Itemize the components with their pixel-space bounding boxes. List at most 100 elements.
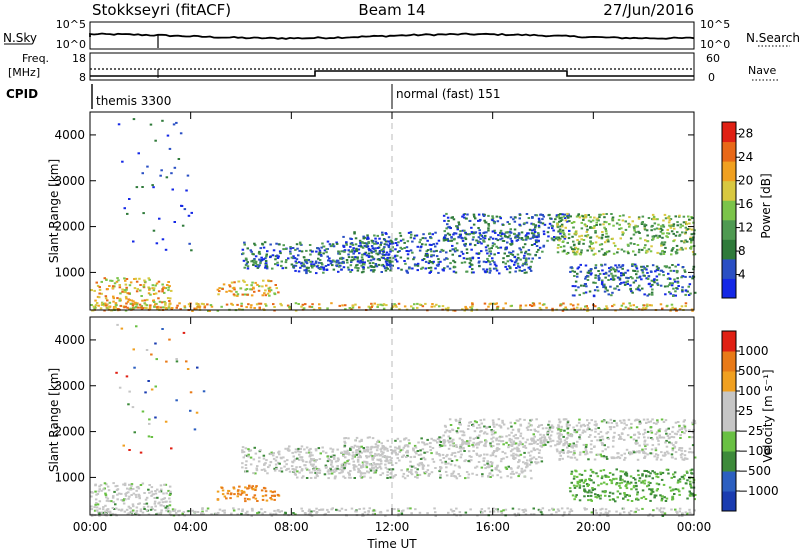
heatmap-cell: [630, 500, 634, 502]
heatmap-cell: [102, 488, 105, 491]
heatmap-cell: [370, 255, 373, 258]
heatmap-cell: [602, 481, 606, 484]
heatmap-cell: [289, 246, 292, 248]
heatmap-cell: [426, 255, 429, 258]
heatmap-cell: [376, 446, 379, 449]
heatmap-cell: [379, 243, 382, 246]
heatmap-cell: [384, 514, 387, 517]
heatmap-cell: [651, 477, 654, 480]
heatmap-cell: [340, 507, 344, 510]
heatmap-cell: [442, 457, 445, 459]
heatmap-cell: [693, 420, 697, 423]
heatmap-cell: [298, 466, 302, 468]
heatmap-cell: [666, 435, 670, 437]
heatmap-cell: [140, 306, 143, 309]
heatmap-cell: [416, 269, 419, 272]
heatmap-cell: [406, 257, 410, 260]
heatmap-cell: [686, 457, 689, 460]
heatmap-cell: [504, 508, 508, 511]
heatmap-cell: [148, 307, 152, 310]
heatmap-cell: [112, 495, 115, 498]
heatmap-cell: [622, 274, 625, 277]
heatmap-cell: [479, 454, 482, 457]
heatmap-cell: [580, 473, 584, 476]
heatmap-cell: [689, 480, 692, 483]
heatmap-cell: [93, 289, 96, 292]
heatmap-cell: [562, 418, 566, 421]
heatmap-cell: [636, 491, 639, 494]
heatmap-cell: [319, 452, 322, 455]
heatmap-cell: [457, 451, 460, 454]
heatmap-cell: [136, 288, 139, 291]
heatmap-cell: [533, 435, 536, 438]
heatmap-cell: [274, 459, 278, 462]
heatmap-cell: [600, 248, 604, 251]
heatmap-cell: [416, 245, 419, 248]
heatmap-cell: [524, 446, 528, 449]
heatmap-cell: [435, 452, 438, 455]
heatmap-cell: [535, 214, 539, 217]
heatmap-cell: [467, 450, 471, 453]
heatmap-cell: [439, 468, 442, 471]
heatmap-cell: [532, 232, 536, 235]
heatmap-cell: [412, 258, 415, 261]
heatmap-cell: [495, 465, 499, 468]
heatmap-cell: [571, 445, 574, 448]
heatmap-cell: [526, 253, 530, 256]
heatmap-cell: [115, 304, 118, 307]
heatmap-cell: [607, 240, 610, 243]
heatmap-cell: [633, 433, 637, 436]
heatmap-cell: [387, 236, 391, 239]
heatmap-cell: [590, 499, 593, 502]
heatmap-cell: [314, 460, 317, 463]
freq-label-line1: Freq.: [22, 52, 49, 65]
heatmap-cell: [154, 303, 157, 306]
heatmap-cell: [246, 247, 249, 250]
heatmap-cell: [261, 285, 264, 288]
heatmap-cell: [562, 435, 565, 438]
heatmap-cell: [228, 289, 231, 292]
heatmap-cell: [537, 456, 541, 459]
heatmap-cell: [286, 459, 289, 462]
noise-tick-bottom-left: 10^0: [56, 38, 86, 51]
heatmap-cell: [430, 254, 433, 257]
heatmap-cell: [344, 304, 347, 307]
heatmap-cell: [106, 485, 110, 488]
heatmap-cell: [260, 468, 264, 471]
heatmap-cell: [142, 212, 145, 215]
heatmap-cell: [513, 443, 516, 445]
heatmap-cell: [449, 424, 453, 426]
heatmap-cell: [266, 472, 269, 475]
heatmap-cell: [608, 495, 611, 498]
heatmap-cell: [447, 435, 450, 438]
heatmap-cell: [206, 507, 210, 510]
heatmap-cell: [366, 234, 369, 237]
heatmap-cell: [351, 457, 354, 460]
heatmap-cell: [673, 493, 676, 495]
heatmap-cell: [549, 437, 552, 440]
heatmap-cell: [358, 261, 362, 264]
heatmap-cell: [309, 471, 312, 474]
heatmap-cell: [130, 299, 134, 302]
heatmap-cell: [659, 471, 662, 474]
heatmap-cell: [486, 252, 489, 255]
heatmap-cell: [427, 262, 431, 265]
heatmap-cell: [449, 444, 452, 447]
heatmap-cell: [255, 303, 259, 306]
heatmap-cell: [483, 431, 487, 434]
heatmap-cell: [578, 486, 582, 489]
heatmap-cell: [628, 216, 631, 219]
heatmap-cell: [609, 266, 613, 269]
heatmap-cell: [646, 277, 650, 280]
heatmap-cell: [659, 269, 663, 272]
heatmap-cell: [604, 508, 608, 511]
heatmap-cell: [599, 453, 602, 456]
heatmap-cell: [651, 288, 654, 291]
heatmap-cell: [592, 471, 595, 474]
heatmap-cell: [360, 466, 363, 469]
heatmap-cell: [117, 308, 120, 310]
heatmap-cell: [317, 253, 321, 256]
heatmap-cell: [527, 422, 531, 425]
heatmap-cell: [666, 277, 670, 280]
heatmap-cell: [169, 510, 172, 513]
